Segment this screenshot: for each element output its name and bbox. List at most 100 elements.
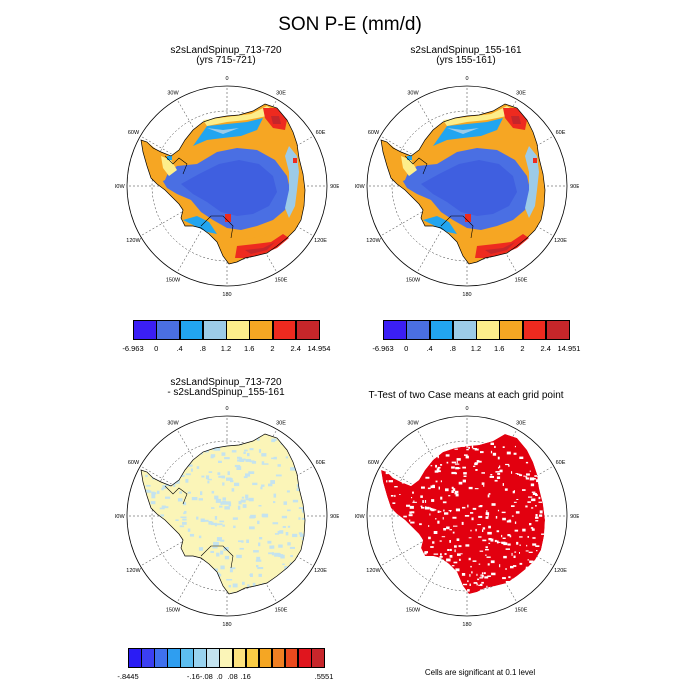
diff-cell	[222, 482, 225, 486]
diff-cell	[159, 507, 165, 510]
ice-shelf-weddell	[164, 485, 188, 505]
ttest-gap	[453, 561, 458, 564]
diff-cell	[271, 552, 274, 556]
ttest-gap	[462, 506, 466, 509]
ttest-gap	[468, 557, 471, 561]
field-band-north-light	[207, 128, 239, 134]
ttest-gap	[485, 554, 487, 556]
diff-cell	[224, 457, 230, 460]
diff-cell	[267, 540, 272, 544]
colorbar-swatch	[180, 648, 194, 668]
diff-cell	[256, 565, 259, 568]
ttest-gap	[494, 479, 498, 482]
colorbar-swatch	[545, 320, 570, 340]
ttest-gap	[454, 472, 457, 475]
ttest-gap	[513, 490, 515, 493]
ttest-gap	[458, 545, 462, 548]
ttest-gap	[420, 505, 423, 507]
ttest-gap	[425, 476, 430, 479]
ttest-gap	[437, 455, 439, 459]
diff-cell	[234, 464, 241, 468]
colorbar-swatch	[249, 320, 274, 340]
ttest-gap	[463, 475, 467, 477]
ttest-gap	[486, 510, 488, 513]
diff-cell	[219, 520, 225, 523]
colorbar-label: 1.6	[244, 344, 255, 353]
diff-cell	[274, 533, 280, 535]
diff-cell	[255, 559, 262, 562]
ttest-gap	[419, 523, 422, 526]
diff-cell	[238, 500, 242, 505]
ttest-gap	[519, 562, 523, 565]
ttest-gap	[481, 482, 485, 485]
ttest-gap	[430, 465, 433, 467]
ttest-gap	[421, 506, 425, 509]
ttest-gap	[428, 525, 430, 527]
ttest-gap	[451, 466, 455, 469]
lon-label-90E: 90E	[330, 514, 339, 520]
diff-cell	[248, 497, 254, 502]
ttest-gap	[502, 542, 505, 545]
ttest-gap	[491, 503, 496, 506]
ttest-gap	[390, 495, 394, 497]
ttest-gap	[522, 489, 526, 491]
lon-label-120E: 120E	[314, 238, 327, 244]
ttest-gap	[464, 515, 470, 517]
ttest-gap	[422, 500, 424, 503]
ttest-gap	[474, 462, 478, 466]
diff-cell	[162, 485, 167, 489]
ttest-gap	[514, 521, 517, 524]
ttest-gap	[442, 517, 444, 520]
ttest-gap	[480, 451, 484, 454]
diff-cell	[151, 494, 156, 499]
diff-base	[141, 434, 305, 594]
colorbar-swatch	[383, 320, 407, 340]
colorbar-swatch	[202, 320, 227, 340]
ttest-gap	[443, 509, 445, 512]
ttest-gap	[449, 540, 451, 543]
ttest-gap	[480, 583, 483, 586]
ttest-gap	[412, 491, 414, 494]
ttest-gap	[511, 552, 513, 556]
lon-label-60W: 60W	[368, 130, 380, 136]
ice-shelf-weddell	[164, 155, 188, 175]
diff-cell	[274, 552, 280, 557]
diff-cell	[200, 518, 205, 522]
ttest-gap	[483, 572, 486, 575]
diff-cell	[191, 497, 198, 501]
diff-cell	[247, 584, 250, 588]
field-band-east	[525, 146, 539, 218]
diff-cell	[216, 573, 222, 577]
ttest-gap	[424, 500, 427, 503]
ttest-gap	[406, 504, 411, 507]
lon-label-90W: 90W	[115, 184, 125, 190]
ttest-gap	[531, 528, 535, 531]
diff-cell	[303, 583, 305, 587]
diff-cell	[253, 550, 259, 553]
colorbar-swatch	[297, 648, 312, 668]
diff-cell	[275, 474, 282, 477]
colorbar-swatch	[522, 320, 547, 340]
colorbar-label: 2.4	[290, 344, 301, 353]
ttest-gap	[421, 486, 425, 489]
diff-cell	[219, 505, 223, 508]
diff-cell	[243, 458, 246, 461]
ttest-gap	[488, 542, 491, 544]
diff-cell	[270, 480, 275, 484]
ttest-gap	[497, 473, 501, 475]
ttest-gap	[484, 576, 489, 579]
ttest-gap	[482, 575, 484, 578]
diff-cell	[268, 483, 273, 487]
ttest-gap	[509, 535, 512, 538]
lon-label-150E: 150E	[275, 608, 288, 614]
field-hotspot-northeast-core	[511, 116, 521, 124]
diff-cell	[292, 499, 299, 503]
ttest-gap	[529, 470, 531, 472]
diff-cell	[283, 501, 287, 505]
diff-cell	[200, 491, 203, 496]
diff-cell	[179, 491, 182, 494]
ttest-gap	[413, 500, 415, 503]
ttest-gap	[432, 484, 435, 486]
diff-cell	[242, 581, 245, 585]
ttest-gap	[498, 466, 500, 469]
